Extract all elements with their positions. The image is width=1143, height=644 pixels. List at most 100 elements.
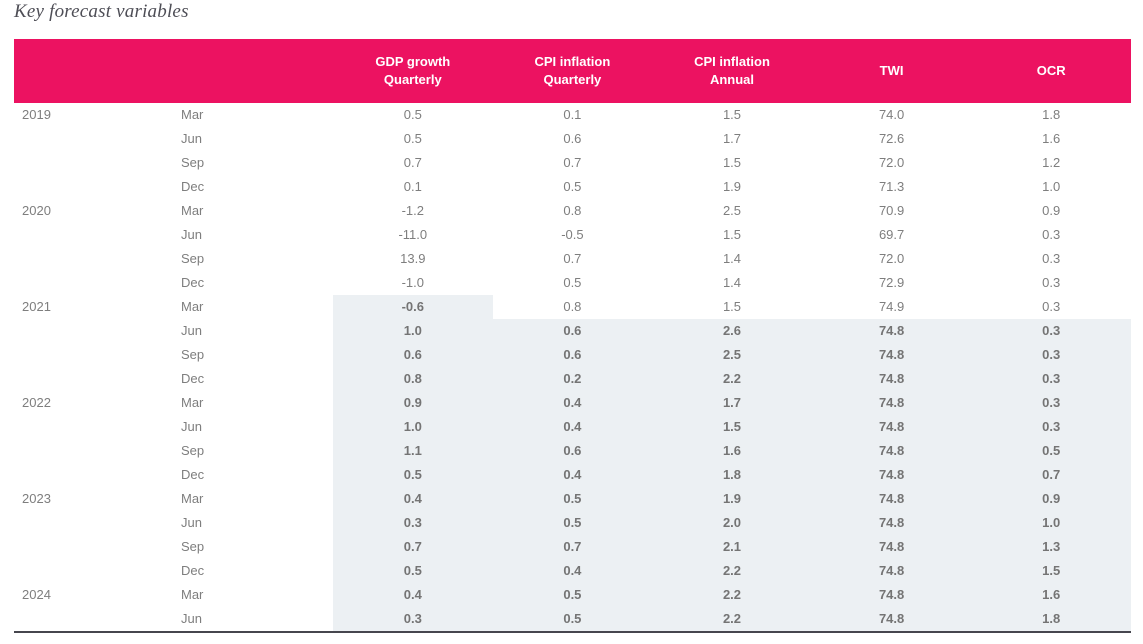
value-cell: 1.4 [722, 275, 742, 290]
value-cell: 1.5 [971, 559, 1131, 583]
value-cell: 1.5 [722, 155, 742, 170]
quarter-label: Jun [181, 227, 202, 242]
table-row: 2023 Mar 0.4 0.5 1.9 74.8 0.9 [14, 487, 1131, 511]
value-cell: 2.1 [652, 535, 812, 559]
value-cell: 74.8 [811, 463, 972, 487]
column-header-title: GDP growth [375, 54, 451, 69]
value-cell: 0.9 [1042, 203, 1061, 218]
value-cell: 0.4 [492, 415, 653, 439]
value-cell: 0.4 [333, 583, 493, 607]
value-cell: 0.6 [333, 343, 493, 367]
value-cell: 0.1 [563, 107, 582, 122]
column-header-subtitle: Quarterly [543, 72, 602, 87]
value-cell: 0.6 [492, 319, 653, 343]
value-cell: 74.0 [878, 107, 905, 122]
value-cell: 0.5 [492, 487, 653, 511]
year-label [14, 151, 173, 175]
value-cell: 72.9 [878, 275, 905, 290]
year-label [14, 535, 173, 559]
value-cell: 0.4 [492, 463, 653, 487]
value-cell: -0.6 [333, 295, 493, 319]
year-label: 2021 [22, 299, 51, 314]
year-label [14, 223, 173, 247]
quarter-label: Jun [181, 323, 202, 338]
table-row: 2022 Mar 0.9 0.4 1.7 74.8 0.3 [14, 391, 1131, 415]
quarter-label: Sep [181, 251, 205, 266]
value-cell: 2.2 [652, 607, 812, 631]
year-label [14, 511, 173, 535]
quarter-label: Mar [181, 299, 204, 314]
quarter-label: Sep [181, 155, 205, 170]
value-cell: 74.8 [811, 511, 972, 535]
value-cell: 1.3 [971, 535, 1131, 559]
column-header-subtitle: Quarterly [383, 72, 442, 87]
value-cell: -1.2 [401, 203, 424, 218]
quarter-label: Jun [181, 131, 202, 146]
quarter-label: Mar [181, 107, 204, 122]
value-cell: 1.5 [652, 415, 812, 439]
column-header-cpi-quarterly: CPI inflation Quarterly [493, 39, 653, 103]
value-cell: 1.8 [971, 607, 1131, 631]
column-header-twi: TWI [812, 39, 972, 103]
value-cell: 2.5 [722, 203, 742, 218]
value-cell: 0.3 [333, 607, 493, 631]
value-cell: 74.8 [811, 607, 972, 631]
value-cell: 0.7 [563, 251, 582, 266]
column-header-ocr: OCR [971, 39, 1131, 103]
table-row: Dec 0.1 0.5 1.9 71.3 1.0 [14, 175, 1131, 199]
value-cell: 2.5 [652, 343, 812, 367]
table-row: Sep 0.7 0.7 1.5 72.0 1.2 [14, 151, 1131, 175]
column-header-quarter-spacer [173, 39, 333, 103]
table-row: Jun -11.0 -0.5 1.5 69.7 0.3 [14, 223, 1131, 247]
quarter-label: Dec [181, 467, 205, 482]
value-cell: 0.5 [492, 607, 653, 631]
value-cell: 74.8 [811, 343, 972, 367]
quarter-label: Jun [181, 611, 202, 626]
table-row: Sep 13.9 0.7 1.4 72.0 0.3 [14, 247, 1131, 271]
quarter-label: Mar [181, 491, 204, 506]
value-cell: 2.0 [652, 511, 812, 535]
value-cell: 0.5 [563, 179, 582, 194]
value-cell: 0.2 [492, 367, 653, 391]
year-label: 2020 [22, 203, 51, 218]
value-cell: 69.7 [878, 227, 905, 242]
quarter-label: Jun [181, 419, 202, 434]
table-row: 2021 Mar -0.6 0.8 1.5 74.9 0.3 [14, 295, 1131, 319]
table-row: Sep 1.1 0.6 1.6 74.8 0.5 [14, 439, 1131, 463]
value-cell: 0.5 [563, 275, 582, 290]
quarter-label: Dec [181, 371, 205, 386]
table-header-row: GDP growth Quarterly CPI inflation Quart… [14, 39, 1131, 103]
value-cell: 74.8 [811, 439, 972, 463]
column-header-subtitle: Annual [709, 72, 755, 87]
year-label [14, 127, 173, 151]
value-cell: 2.6 [652, 319, 812, 343]
value-cell: 0.3 [1042, 299, 1061, 314]
value-cell: 0.1 [403, 179, 422, 194]
value-cell: 0.6 [492, 343, 653, 367]
value-cell: 0.8 [333, 367, 493, 391]
value-cell: 0.8 [563, 299, 582, 314]
value-cell: 0.7 [971, 463, 1131, 487]
value-cell: 0.5 [971, 439, 1131, 463]
value-cell: -11.0 [398, 227, 428, 242]
year-label [14, 319, 173, 343]
value-cell: 74.9 [878, 299, 905, 314]
value-cell: 1.8 [1042, 107, 1061, 122]
value-cell: 1.0 [1042, 179, 1061, 194]
value-cell: 74.8 [811, 535, 972, 559]
value-cell: 0.9 [971, 487, 1131, 511]
value-cell: 0.4 [333, 487, 493, 511]
year-label [14, 559, 173, 583]
table-row: Dec 0.5 0.4 1.8 74.8 0.7 [14, 463, 1131, 487]
column-header-year-spacer [14, 39, 173, 103]
value-cell: 74.8 [811, 583, 972, 607]
value-cell: 0.5 [492, 583, 653, 607]
column-header-title: CPI inflation [694, 54, 770, 69]
table-row: Dec -1.0 0.5 1.4 72.9 0.3 [14, 271, 1131, 295]
value-cell: 2.2 [652, 367, 812, 391]
value-cell: 1.5 [722, 299, 742, 314]
value-cell: 1.0 [333, 415, 493, 439]
quarter-label: Mar [181, 203, 204, 218]
value-cell: 1.5 [722, 227, 742, 242]
quarter-label: Dec [181, 563, 205, 578]
